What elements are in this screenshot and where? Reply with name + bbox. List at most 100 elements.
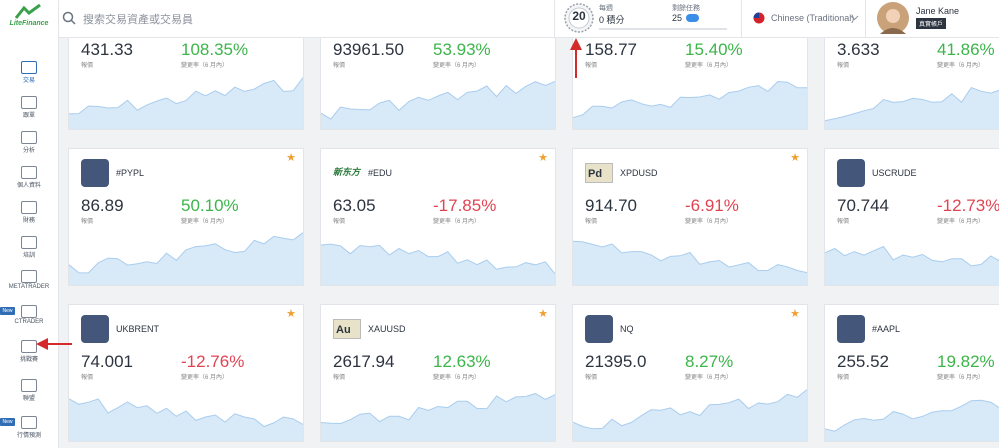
sparkline-line [69, 232, 303, 274]
asset-price: 914.70 [585, 196, 637, 215]
change-label: 變更率（6 月內） [937, 375, 985, 381]
sparkline [825, 245, 999, 285]
sparkline [69, 398, 303, 441]
asset-symbol: #AAPL [872, 324, 901, 334]
change-label: 變更率（6 月內） [937, 63, 985, 69]
sparkline-line [825, 399, 999, 432]
search-icon [62, 11, 76, 25]
new-badge: New [0, 307, 15, 315]
price-label: 報價 [81, 375, 94, 381]
price-label: 報價 [837, 63, 850, 69]
sparkline [321, 243, 555, 285]
nav-item[interactable]: 聯盟 [22, 396, 35, 402]
asset-symbol: NQ [620, 324, 634, 334]
chevron [850, 15, 859, 21]
sparkline-area [573, 81, 807, 129]
asset-change: 50.10% [181, 196, 239, 215]
change-label: 變更率（6 月內） [181, 219, 229, 225]
sparkline [573, 389, 807, 441]
price-label: 報價 [333, 375, 346, 381]
asset-symbol: XPDUSD [620, 168, 658, 178]
asset-change: 53.93% [433, 40, 491, 59]
sparkline [69, 77, 303, 129]
nav-item[interactable]: 分析 [22, 148, 35, 154]
user-name: Jane Kane [916, 6, 960, 16]
change-label: 變更率（6 月內） [685, 63, 733, 69]
asset-symbol: #PYPL [116, 168, 145, 178]
favorite-star: ★ [286, 152, 296, 164]
sparkline-line [321, 80, 555, 120]
asset-card[interactable]: 3.633 報價 41.86% 變更率（6 月內） [824, 38, 999, 130]
sparkline-line [573, 240, 807, 274]
sparkline-area [69, 232, 303, 285]
divider [741, 0, 742, 37]
progress-bar [599, 28, 727, 30]
sparkline-line [825, 245, 999, 267]
asset-logo [837, 315, 865, 343]
asset-logo: Au [333, 319, 361, 339]
asset-card[interactable]: ★ Au XAUUSD 2617.94 報價 12.63% 變更率（6 月內） [320, 304, 556, 442]
asset-price: 158.77 [585, 40, 637, 59]
change-label: 變更率（6 月內） [181, 63, 229, 69]
favorite-star: ★ [538, 152, 548, 164]
nav-icon [21, 416, 37, 429]
price-label: 報價 [585, 375, 598, 381]
asset-symbol: UKBRENT [116, 324, 160, 334]
topbar: 搜索交易資產或交易員 20 每週 0 積分 剩餘任務 25 Chinese (T… [58, 0, 999, 38]
avatar[interactable] [877, 2, 909, 34]
asset-change: 19.82% [937, 352, 995, 371]
asset-change: 41.86% [937, 40, 995, 59]
asset-card[interactable]: 93961.50 報價 53.93% 變更率（6 月內） [320, 38, 556, 130]
tasks-arrow[interactable] [686, 14, 699, 22]
sparkline [825, 399, 999, 441]
sparkline-area [69, 77, 303, 129]
nav-item[interactable]: 挑戰賽 [19, 357, 38, 363]
nav-item[interactable]: 行情預測 [16, 433, 41, 439]
asset-card[interactable]: 158.77 報價 15.40% 變更率（6 月內） [572, 38, 808, 130]
logo-mark [14, 4, 41, 19]
nav-item[interactable]: 財務 [22, 218, 35, 224]
asset-logo [585, 315, 613, 343]
nav-icon [21, 61, 37, 74]
sparkline-area [321, 393, 555, 441]
asset-card[interactable]: ★ UKBRENT 74.001 報價 -12.76% 變更率（6 月內） [68, 304, 304, 442]
price-label: 報價 [837, 219, 850, 225]
nav-item[interactable]: 跟單 [22, 113, 35, 119]
asset-card[interactable]: ★ Pd XPDUSD 914.70 報價 -6.91% 變更率（6 月內） [572, 148, 808, 286]
nav-icon [21, 96, 37, 109]
sparkline-area [69, 398, 303, 441]
nav-item[interactable]: 個人資料 [16, 183, 41, 189]
sparkline-area [321, 244, 555, 285]
tasks: 25 [672, 13, 683, 23]
nav-item[interactable]: 交易 [22, 78, 35, 84]
asset-price: 86.89 [81, 196, 124, 215]
asset-price: 74.001 [81, 352, 133, 371]
price-label: 報價 [333, 63, 346, 69]
sparkline-line [573, 80, 807, 119]
logo-text: LiteFinance [9, 20, 49, 27]
asset-change: 8.27% [685, 352, 734, 371]
asset-change: 108.35% [181, 40, 249, 59]
nav-icon [21, 379, 37, 392]
nav-icon [21, 131, 37, 144]
sparkline [825, 86, 999, 129]
search-input[interactable]: 搜索交易資產或交易員 [83, 14, 193, 26]
nav-item[interactable]: METATRADER [8, 284, 50, 290]
nav-item[interactable]: CTRADER [14, 319, 44, 325]
nav-icon [21, 340, 37, 353]
sparkline-line [69, 398, 303, 428]
asset-change: -17.85% [433, 196, 497, 215]
asset-card[interactable]: ★ #PYPL 86.89 報價 50.10% 變更率（6 月內） [68, 148, 304, 286]
asset-card[interactable]: ★ 新东方 #EDU 63.05 報價 -17.85% 變更率（6 月內） [320, 148, 556, 286]
asset-card[interactable]: 431.33 報價 108.35% 變更率（6 月內） [68, 38, 304, 130]
sparkline-area [825, 246, 999, 285]
asset-card[interactable]: ★ NQ 21395.0 報價 8.27% 變更率（6 月內） [572, 304, 808, 442]
divider [554, 0, 555, 37]
level-badge[interactable] [563, 2, 595, 34]
price-label: 報價 [585, 63, 598, 69]
language-select[interactable]: Chinese (Traditional) [771, 13, 855, 23]
nav-item[interactable]: 培訓 [22, 253, 35, 259]
